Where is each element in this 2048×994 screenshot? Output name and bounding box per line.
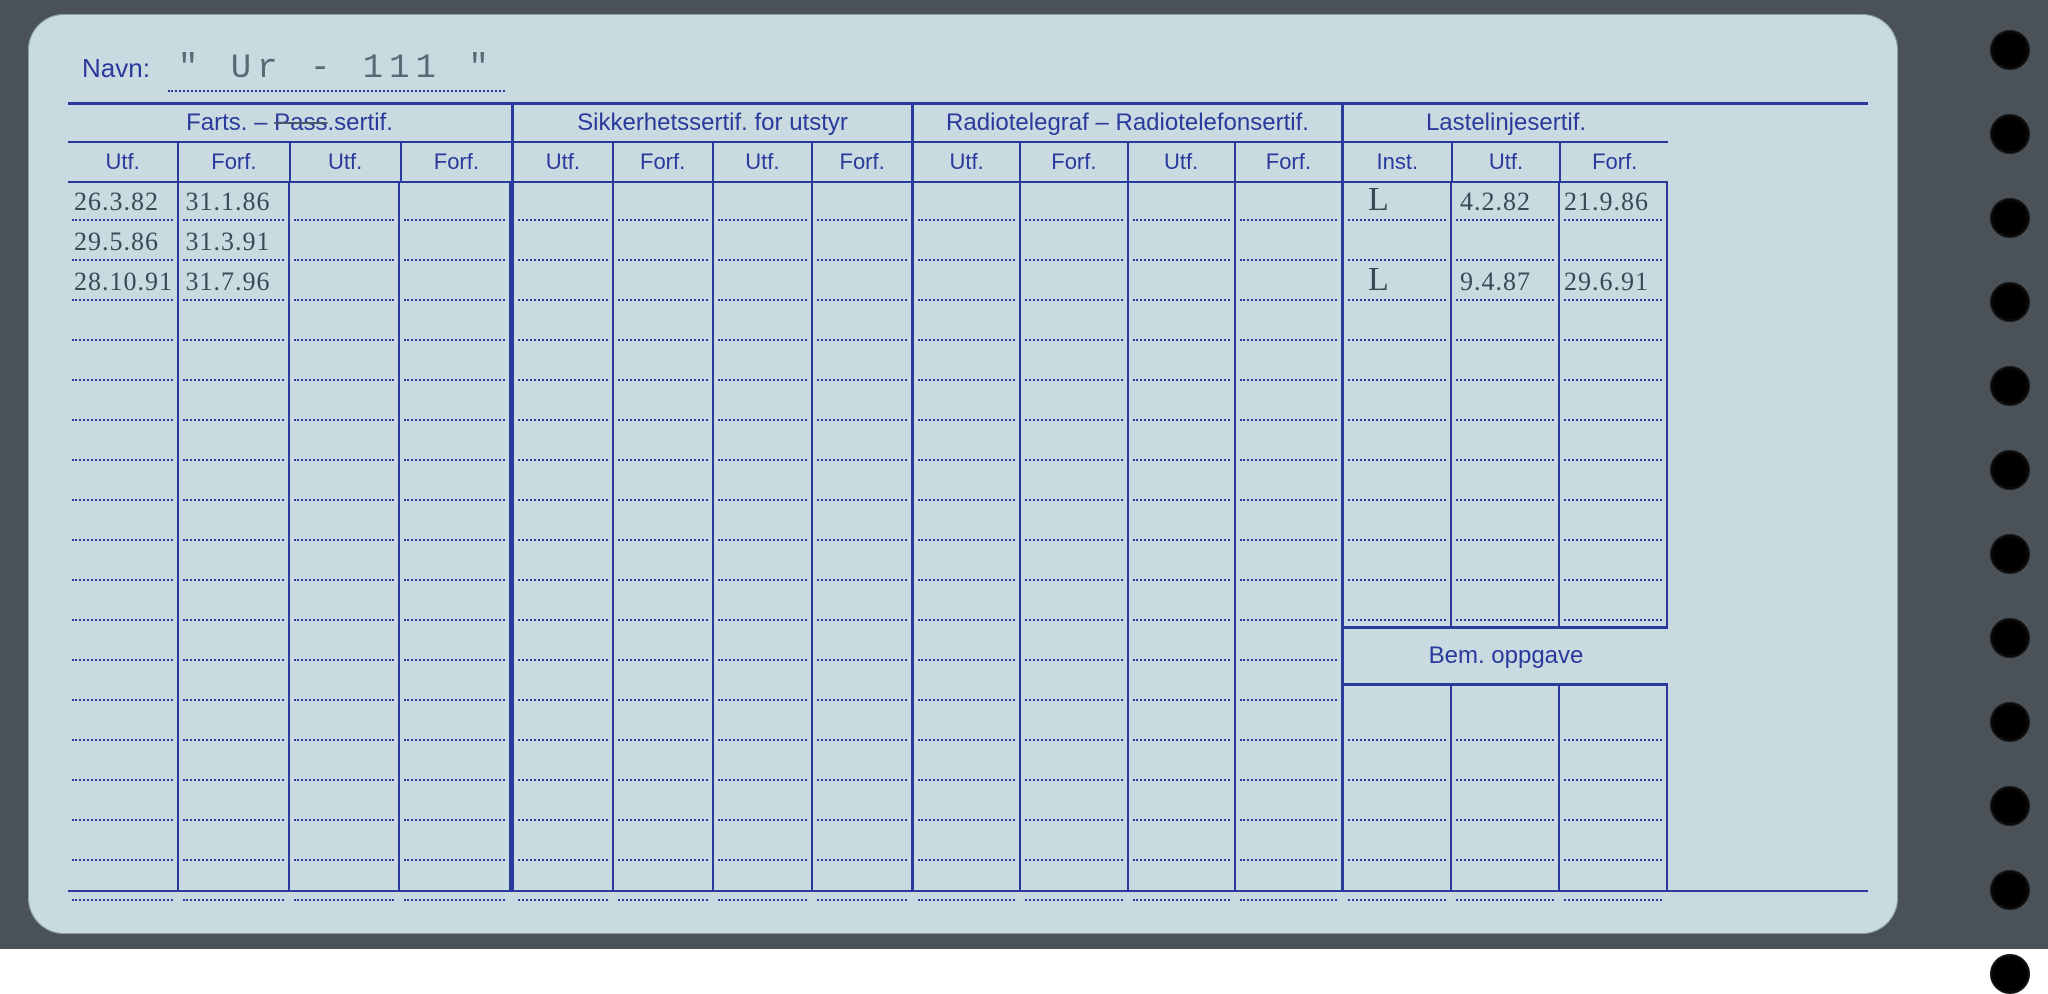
column-header: Utf. (1129, 143, 1236, 181)
body-column (1344, 183, 1452, 890)
column-header: Forf. (1561, 143, 1668, 181)
binder-hole (1990, 366, 2030, 406)
section-body (914, 183, 1341, 890)
binder-hole (1990, 702, 2030, 742)
column-header: Forf. (179, 143, 290, 181)
section-body (514, 183, 911, 890)
laste-utf-entry: 9.4.87 (1460, 267, 1531, 297)
column-header: Utf. (1453, 143, 1562, 181)
binder-hole (1990, 114, 2030, 154)
column-header: Utf. (914, 143, 1021, 181)
navn-value: " Ur - 111 " (168, 50, 505, 92)
column-header: Utf. (514, 143, 614, 181)
body-column (290, 183, 401, 890)
navn-row: Navn: " Ur - 111 " (82, 50, 1868, 92)
section-title: Radiotelegraf – Radiotelefonsertif. (914, 105, 1341, 143)
section-title: Farts. – Pass.sertif. (68, 105, 511, 143)
farts-forf-entry: 31.3.91 (186, 227, 271, 257)
laste-inst-entry: L (1368, 261, 1390, 299)
binder-hole (1990, 30, 2030, 70)
laste-forf-entry: 21.9.86 (1564, 187, 1649, 217)
body-column (914, 183, 1021, 890)
farts-utf-entry: 28.10.91 (74, 267, 173, 297)
body-column (400, 183, 511, 890)
column-header: Inst. (1344, 143, 1453, 181)
section-3: Lastelinjesertif.Inst.Utf.Forf.L4.2.8221… (1344, 105, 1668, 890)
navn-label: Navn: (82, 53, 150, 84)
body-column (1129, 183, 1236, 890)
column-header-row: Inst.Utf.Forf. (1344, 143, 1668, 183)
column-header: Forf. (813, 143, 911, 181)
laste-forf-entry: 29.6.91 (1564, 267, 1649, 297)
body-column (1021, 183, 1128, 890)
record-card: Navn: " Ur - 111 " Farts. – Pass.sertif.… (28, 14, 1898, 934)
body-column (1236, 183, 1341, 890)
column-header-row: Utf.Forf.Utf.Forf. (68, 143, 511, 183)
section-2: Radiotelegraf – Radiotelefonsertif.Utf.F… (914, 105, 1344, 890)
binder-hole (1990, 198, 2030, 238)
page-background: Navn: " Ur - 111 " Farts. – Pass.sertif.… (0, 0, 2048, 949)
binder-hole (1990, 870, 2030, 910)
section-title: Sikkerhetssertif. for utstyr (514, 105, 911, 143)
body-column (813, 183, 911, 890)
main-table: Farts. – Pass.sertif.Utf.Forf.Utf.Forf.2… (68, 102, 1868, 892)
binder-hole (1990, 786, 2030, 826)
column-header: Forf. (402, 143, 511, 181)
column-header: Utf. (291, 143, 402, 181)
column-header: Utf. (68, 143, 179, 181)
body-column (514, 183, 614, 890)
column-header: Utf. (714, 143, 814, 181)
section-body: 26.3.82 31.1.86 29.5.86 31.3.91 28.10.91 31.7… (68, 183, 511, 890)
bem-oppgave-label: Bem. oppgave (1344, 626, 1668, 686)
binder-hole (1990, 618, 2030, 658)
farts-utf-entry: 26.3.82 (74, 187, 159, 217)
section-0: Farts. – Pass.sertif.Utf.Forf.Utf.Forf.2… (68, 105, 514, 890)
binder-holes (1990, 30, 2030, 994)
column-header-row: Utf.Forf.Utf.Forf. (914, 143, 1341, 183)
section-1: Sikkerhetssertif. for utstyrUtf.Forf.Utf… (514, 105, 914, 890)
farts-forf-entry: 31.1.86 (186, 187, 271, 217)
binder-hole (1990, 450, 2030, 490)
column-header-row: Utf.Forf.Utf.Forf. (514, 143, 911, 183)
body-column (714, 183, 814, 890)
laste-utf-entry: 4.2.82 (1460, 187, 1531, 217)
farts-forf-entry: 31.7.96 (186, 267, 271, 297)
section-title: Lastelinjesertif. (1344, 105, 1668, 143)
farts-utf-entry: 29.5.86 (74, 227, 159, 257)
section-body: L 4.2.82 21.9.86 L 9.4.87 29.6.91 Bem. oppgave (1344, 183, 1668, 890)
binder-hole (1990, 282, 2030, 322)
column-header: Forf. (1236, 143, 1341, 181)
laste-inst-entry: L (1368, 181, 1390, 219)
body-column (614, 183, 714, 890)
column-header: Forf. (1021, 143, 1128, 181)
binder-hole (1990, 954, 2030, 994)
column-header: Forf. (614, 143, 714, 181)
binder-hole (1990, 534, 2030, 574)
